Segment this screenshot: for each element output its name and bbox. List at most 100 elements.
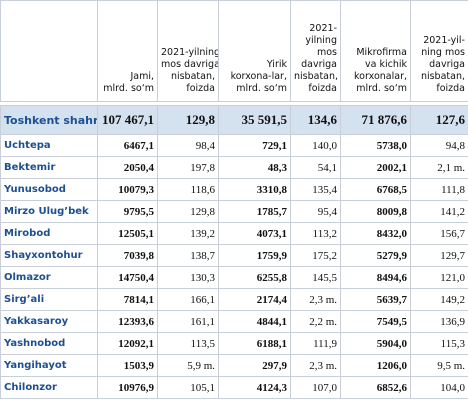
value-cell: 140,0 [290, 134, 341, 157]
value-cell: 48,3 [218, 156, 291, 179]
header-cell: Yirik korxona-lar, mlrd. so‘m [218, 0, 291, 102]
district-name: Yangihayot [0, 354, 98, 377]
district-row: Mirobod 12505,1 139,2 4073,1 113,2 8432,0 156,… [0, 222, 468, 245]
value-cell: 6255,8 [218, 266, 291, 289]
value-cell: 8494,6 [340, 266, 411, 289]
value-cell: 2,1 m. [410, 156, 468, 179]
value-cell: 6852,6 [340, 376, 411, 399]
district-row: Yakkasaroy 12393,6 161,1 4844,1 2,2 m. 7549,5… [0, 310, 468, 333]
district-row: Yashnobod 12092,1 113,5 6188,1 111,9 5904,0 11… [0, 332, 468, 355]
total-row: Toshkent shahri 107 467,1 129,8 35 591,5 134… [0, 105, 468, 135]
value-cell: 1206,0 [340, 354, 411, 377]
district-row: Bektemir 2050,4 197,8 48,3 54,1 2002,1 2,1 m. [0, 156, 468, 179]
value-cell: 54,1 [290, 156, 341, 179]
value-cell: 297,9 [218, 354, 291, 377]
value-cell: 4073,1 [218, 222, 291, 245]
value-cell: 166,1 [157, 288, 219, 311]
header-line: nisbatan, [294, 71, 339, 82]
district-row: Yangihayot 1503,9 5,9 m. 297,9 2,3 m. 1206,0 9… [0, 354, 468, 377]
district-row: Sirg’ali 7814,1 166,1 2174,4 2,3 m. 5639,7 149… [0, 288, 468, 311]
value-cell: 130,3 [157, 266, 219, 289]
value-cell: 98,4 [157, 134, 219, 157]
value-cell: 115,3 [410, 332, 468, 355]
value-cell: 161,1 [157, 310, 219, 333]
value-cell: 35 591,5 [218, 105, 291, 135]
value-cell: 9795,5 [97, 200, 158, 223]
value-cell: 156,7 [410, 222, 468, 245]
value-cell: 1503,9 [97, 354, 158, 377]
header-row: Jami, mlrd. so‘m 2021-yilning mos davriga ni… [0, 0, 468, 102]
district-name: Yakkasaroy [0, 310, 98, 333]
value-cell: 5639,7 [340, 288, 411, 311]
value-cell: 12505,1 [97, 222, 158, 245]
header-cell: Jami, mlrd. so‘m [97, 0, 158, 102]
header-line: mlrd. so‘m [236, 83, 287, 94]
value-cell: 7039,8 [97, 244, 158, 267]
value-cell: 4844,1 [218, 310, 291, 333]
value-cell: 5904,0 [340, 332, 411, 355]
table-body: Toshkent shahri 107 467,1 129,8 35 591,5 134… [0, 101, 468, 399]
value-cell: 10976,9 [97, 376, 158, 399]
value-cell: 107,0 [290, 376, 341, 399]
value-cell: 111,9 [290, 332, 341, 355]
value-cell: 107 467,1 [97, 105, 158, 135]
header-line: mos [316, 47, 337, 58]
value-cell: 7814,1 [97, 288, 158, 311]
value-cell: 121,0 [410, 266, 468, 289]
value-cell: 5279,9 [340, 244, 411, 267]
district-name: Chilonzor [0, 376, 98, 399]
header-line: yilning [305, 35, 337, 46]
value-cell: 7549,5 [340, 310, 411, 333]
district-name: Bektemir [0, 156, 98, 179]
value-cell: 5738,0 [340, 134, 411, 157]
value-cell: 141,2 [410, 200, 468, 223]
district-row: Uchtepa 6467,1 98,4 729,1 140,0 5738,0 94,8 [0, 134, 468, 157]
district-row: Shayxontohur 7039,8 138,7 1759,9 175,2 5279,9… [0, 244, 468, 267]
header-cell: 2021-yil-ning mos davriga nisbatan, foizda [410, 0, 468, 102]
value-cell: 95,4 [290, 200, 341, 223]
header-cell: 2021-yilning mos davriga nisbatan, foizda [157, 0, 219, 102]
district-row: Olmazor 14750,4 130,3 6255,8 145,5 8494,6 121,… [0, 266, 468, 289]
value-cell: 6467,1 [97, 134, 158, 157]
header-line: davriga [429, 59, 465, 70]
value-cell: 8009,8 [340, 200, 411, 223]
value-cell: 71 876,6 [340, 105, 411, 135]
value-cell: 14750,4 [97, 266, 158, 289]
header-line: mlrd. so‘m [103, 83, 154, 94]
value-cell: 12092,1 [97, 332, 158, 355]
header-line: ning mos [421, 47, 465, 58]
header-cell: 2021- yilning mos davriga nisbatan, foizda [290, 0, 341, 102]
value-cell: 3310,8 [218, 178, 291, 201]
value-cell: 2050,4 [97, 156, 158, 179]
value-cell: 129,8 [157, 200, 219, 223]
value-cell: 8432,0 [340, 222, 411, 245]
value-cell: 111,8 [410, 178, 468, 201]
value-cell: 105,1 [157, 376, 219, 399]
value-cell: 2,2 m. [290, 310, 341, 333]
district-name: Yunusobod [0, 178, 98, 201]
header-line: nisbatan, [420, 71, 465, 82]
district-name: Sirg’ali [0, 288, 98, 311]
district-name: Mirzo Ulug’bek [0, 200, 98, 223]
district-row: Chilonzor 10976,9 105,1 4124,3 107,0 6852,6 10… [0, 376, 468, 399]
district-name: Yashnobod [0, 332, 98, 355]
header-line: Jami, [130, 71, 154, 82]
value-cell: 6768,5 [340, 178, 411, 201]
value-cell: 135,4 [290, 178, 341, 201]
value-cell: 1785,7 [218, 200, 291, 223]
value-cell: 1759,9 [218, 244, 291, 267]
value-cell: 175,2 [290, 244, 341, 267]
value-cell: 134,6 [290, 105, 341, 135]
district-name: Mirobod [0, 222, 98, 245]
value-cell: 118,6 [157, 178, 219, 201]
header-line: 2021- [309, 23, 337, 34]
value-cell: 4124,3 [218, 376, 291, 399]
value-cell: 2,3 m. [290, 354, 341, 377]
value-cell: 129,8 [157, 105, 219, 135]
header-line: davriga [301, 59, 337, 70]
value-cell: 12393,6 [97, 310, 158, 333]
value-cell: 139,2 [157, 222, 219, 245]
header-line: foizda [308, 83, 337, 94]
